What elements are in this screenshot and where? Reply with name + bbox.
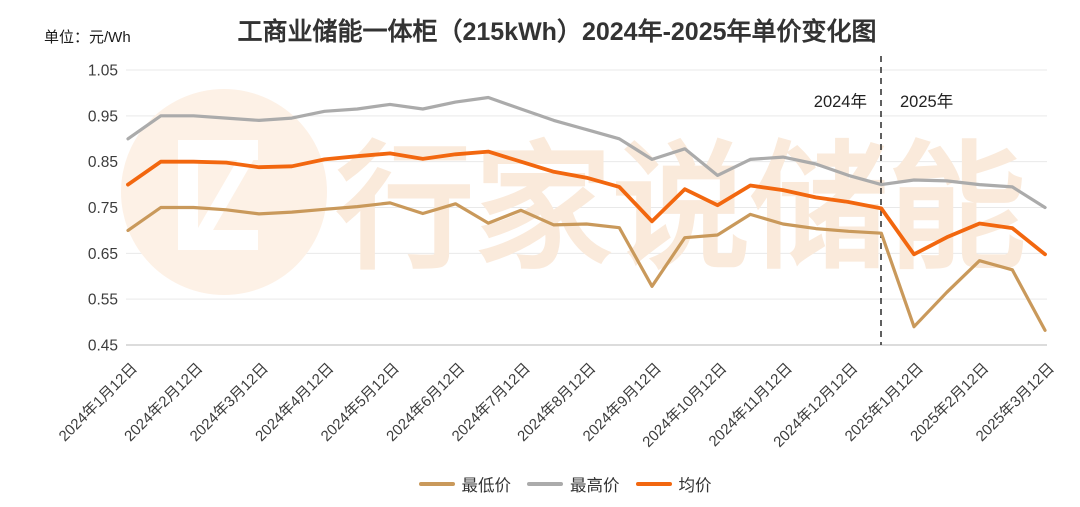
y-tick-label: 0.75 <box>88 200 118 217</box>
legend-item-avg-price[interactable]: 均价 <box>635 472 712 496</box>
max-price-line <box>126 95 1047 210</box>
watermark: 行家说储能 <box>121 89 1026 295</box>
series-lines <box>126 95 1047 332</box>
y-tick-label: 0.95 <box>88 108 118 125</box>
max-price-swatch <box>527 481 563 487</box>
y-tick-label: 0.55 <box>88 292 118 309</box>
legend-label: 最高价 <box>570 477 620 495</box>
watermark-text: 行家说储能 <box>336 132 1026 286</box>
legend-item-max-price[interactable]: 最高价 <box>527 472 620 496</box>
y-axis-labels: 1.05 0.95 0.85 0.75 0.65 0.55 0.45 <box>88 63 118 355</box>
y-tick-label: 0.85 <box>88 154 118 171</box>
year-label-2025: 2025年 <box>900 92 953 111</box>
watermark-logo-glyph <box>178 140 258 250</box>
legend-item-min-price[interactable]: 最低价 <box>418 472 512 496</box>
avg-price-line <box>126 149 1047 257</box>
min-price-swatch <box>418 481 455 487</box>
chart-title: 工商业储能一体柜（215kWh）2024年-2025年单价变化图 <box>237 18 877 46</box>
avg-price-swatch <box>635 481 672 487</box>
y-tick-label: 0.65 <box>88 246 118 263</box>
legend-label: 最低价 <box>461 477 512 495</box>
legend-label: 均价 <box>678 477 712 495</box>
unit-label: 单位：元/Wh <box>44 29 131 46</box>
min-price-line <box>126 201 1047 332</box>
year-label-2024: 2024年 <box>814 92 867 111</box>
x-axis-labels: 2024年1月12日2024年2月12日2024年3月12日2024年4月12日… <box>56 360 1058 451</box>
y-tick-label: 1.05 <box>88 63 118 80</box>
gridlines <box>126 69 1047 346</box>
watermark-logo-slash <box>191 148 257 246</box>
chart-legend: 最低价 最高价 均价 <box>0 472 1080 496</box>
y-tick-label: 0.45 <box>88 338 118 355</box>
